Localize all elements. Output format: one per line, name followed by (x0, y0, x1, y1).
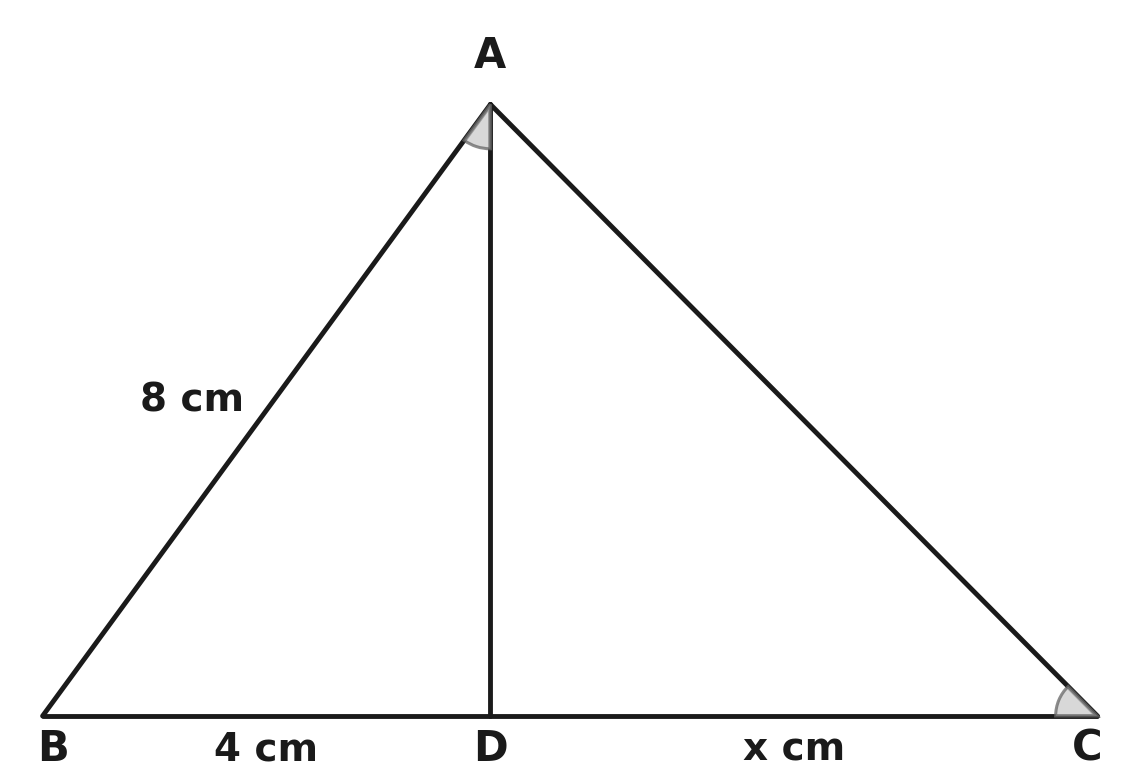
Text: C: C (1071, 728, 1102, 770)
Text: B: B (38, 728, 69, 770)
Text: x cm: x cm (743, 731, 845, 769)
Wedge shape (465, 104, 491, 149)
Text: D: D (473, 728, 508, 770)
Text: 8 cm: 8 cm (140, 381, 244, 420)
Text: A: A (474, 34, 507, 77)
Text: 4 cm: 4 cm (214, 731, 319, 769)
Wedge shape (1055, 687, 1098, 716)
